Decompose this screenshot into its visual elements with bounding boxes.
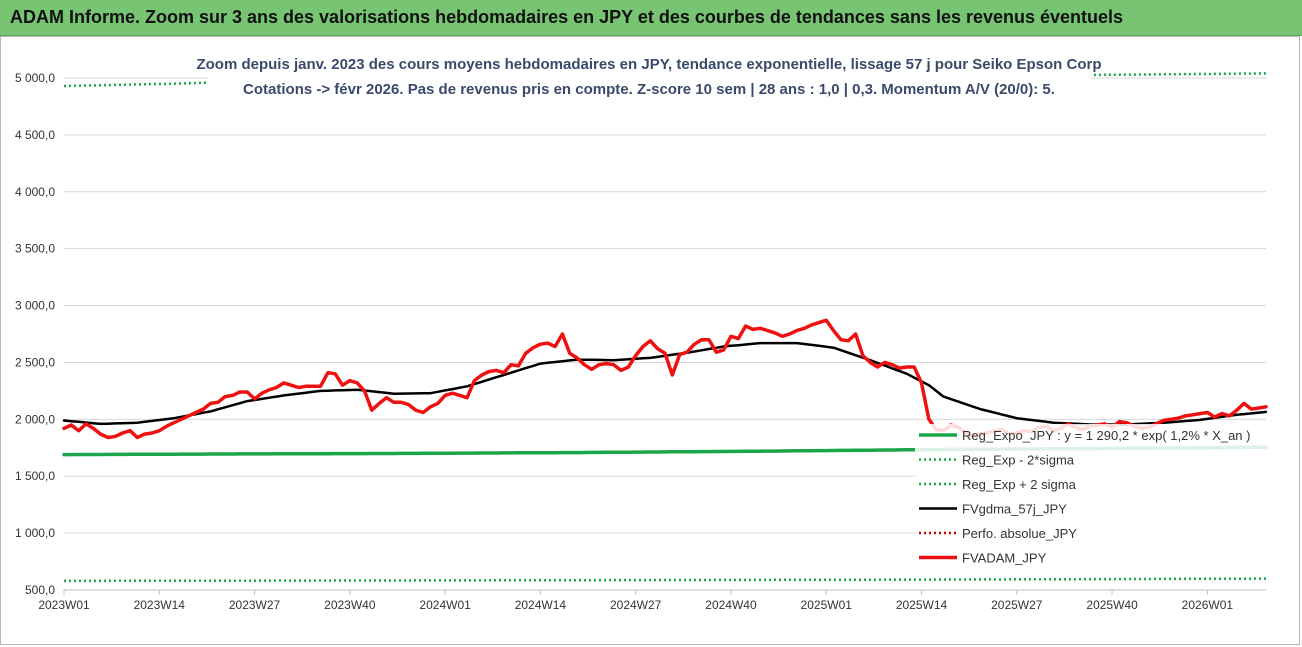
y-tick-label: 1 000,0 — [15, 526, 55, 540]
y-tick-label: 1 500,0 — [15, 469, 55, 483]
x-tick-label: 2025W14 — [896, 598, 948, 612]
series-line-5 — [62, 318, 1268, 440]
y-tick-label: 2 500,0 — [15, 355, 55, 369]
y-tick-label: 3 500,0 — [15, 242, 55, 256]
x-tick-label: 2023W40 — [324, 598, 376, 612]
x-tick-label: 2024W40 — [705, 598, 757, 612]
y-tick-label: 4 500,0 — [15, 128, 55, 142]
x-tick-label: 2023W27 — [229, 598, 281, 612]
legend-background — [915, 424, 1271, 574]
legend-label: Perfo. absolue_JPY — [962, 526, 1077, 541]
chart-subtitle: Cotations -> févr 2026. Pas de revenus p… — [243, 81, 1055, 98]
x-tick-label: 2025W01 — [801, 598, 853, 612]
chart-title: Zoom depuis janv. 2023 des cours moyens … — [196, 56, 1101, 73]
series-line-1 — [64, 577, 1266, 583]
chart-frame: 5 000,0 4 500,0 4 000,0 3 500,0 3 000,0 2 500… — [0, 36, 1300, 645]
x-tick-label: 2024W01 — [419, 598, 471, 612]
x-tick-label: 2025W40 — [1086, 598, 1138, 612]
y-tick-label: 5 000,0 — [15, 71, 55, 85]
x-tick-label: 2024W27 — [610, 598, 662, 612]
y-tick-label: 2 000,0 — [15, 412, 55, 426]
legend-label: Reg_Expo_JPY : y = 1 290,2 * exp( 1,2% *… — [962, 428, 1250, 443]
y-tick-label: 500,0 — [25, 583, 55, 597]
legend-label: FVgdma_57j_JPY — [962, 502, 1067, 517]
x-tick-label: 2024W14 — [515, 598, 567, 612]
x-tick-label: 2023W14 — [134, 598, 186, 612]
x-tick-label: 2025W27 — [991, 598, 1043, 612]
y-tick-label: 4 000,0 — [15, 185, 55, 199]
legend-label: Reg_Exp - 2*sigma — [962, 453, 1075, 468]
y-tick-label: 3 000,0 — [15, 299, 55, 313]
title-background — [209, 49, 1091, 101]
legend-label: FVADAM_JPY — [962, 551, 1047, 566]
line-chart: 5 000,0 4 500,0 4 000,0 3 500,0 3 000,0 2 500… — [15, 49, 1271, 612]
x-tick-label: 2026W01 — [1182, 598, 1234, 612]
report-title: ADAM Informe. Zoom sur 3 ans des valoris… — [10, 7, 1124, 27]
legend-label: Reg_Exp + 2 sigma — [962, 477, 1077, 492]
x-tick-label: 2023W01 — [38, 598, 90, 612]
report-banner: ADAM Informe. Zoom sur 3 ans des valoris… — [0, 0, 1302, 36]
